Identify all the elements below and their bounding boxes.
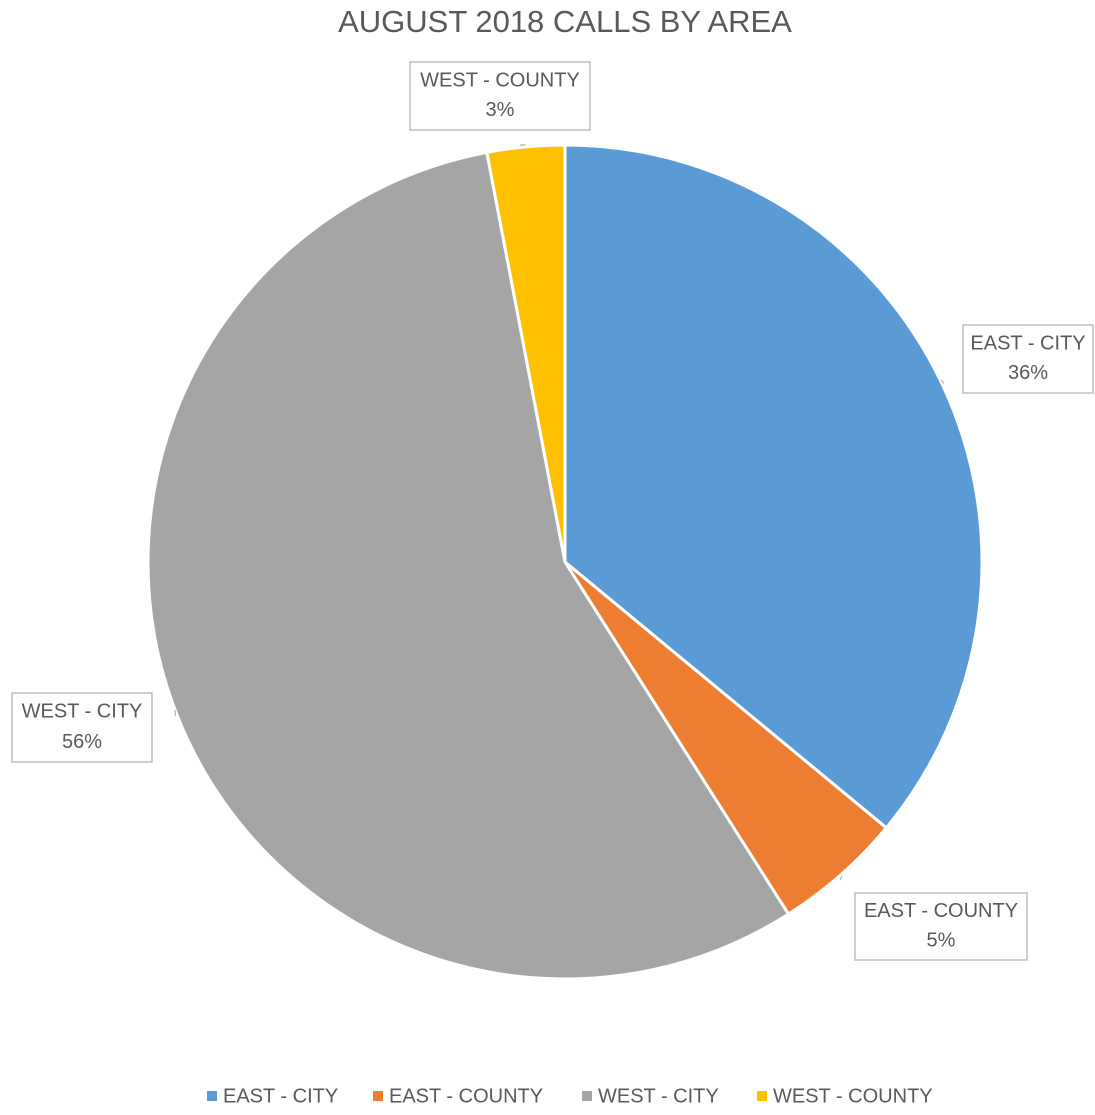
leader-line (940, 379, 945, 384)
label-box (962, 324, 1094, 394)
legend-label: WEST - CITY (598, 1085, 719, 1107)
legend-swatch (757, 1091, 767, 1101)
data-label-name: WEST - COUNTY (420, 69, 580, 91)
data-label-value: 56% (62, 731, 102, 753)
data-label-name: EAST - CITY (970, 332, 1085, 354)
label-box (11, 692, 153, 763)
pie-slice (485, 143, 567, 563)
label-box (854, 892, 1028, 961)
legend-swatch (373, 1091, 383, 1101)
chart-title: AUGUST 2018 CALLS BY AREA (338, 4, 792, 39)
data-label-name: WEST - CITY (22, 701, 143, 723)
data-label-value: 5% (927, 930, 956, 952)
data-label-value: 36% (1008, 362, 1048, 384)
legend-swatch (582, 1091, 592, 1101)
pie-slice (563, 143, 984, 830)
legend-label: EAST - CITY (223, 1085, 338, 1107)
pie-slice (146, 150, 791, 981)
data-label-value: 3% (486, 99, 515, 121)
legend-label: WEST - COUNTY (773, 1085, 933, 1107)
label-box (409, 61, 591, 131)
data-label-name: EAST - COUNTY (864, 900, 1018, 922)
legend-swatch (207, 1091, 217, 1101)
legend-label: EAST - COUNTY (389, 1085, 543, 1107)
leader-line (839, 876, 843, 881)
